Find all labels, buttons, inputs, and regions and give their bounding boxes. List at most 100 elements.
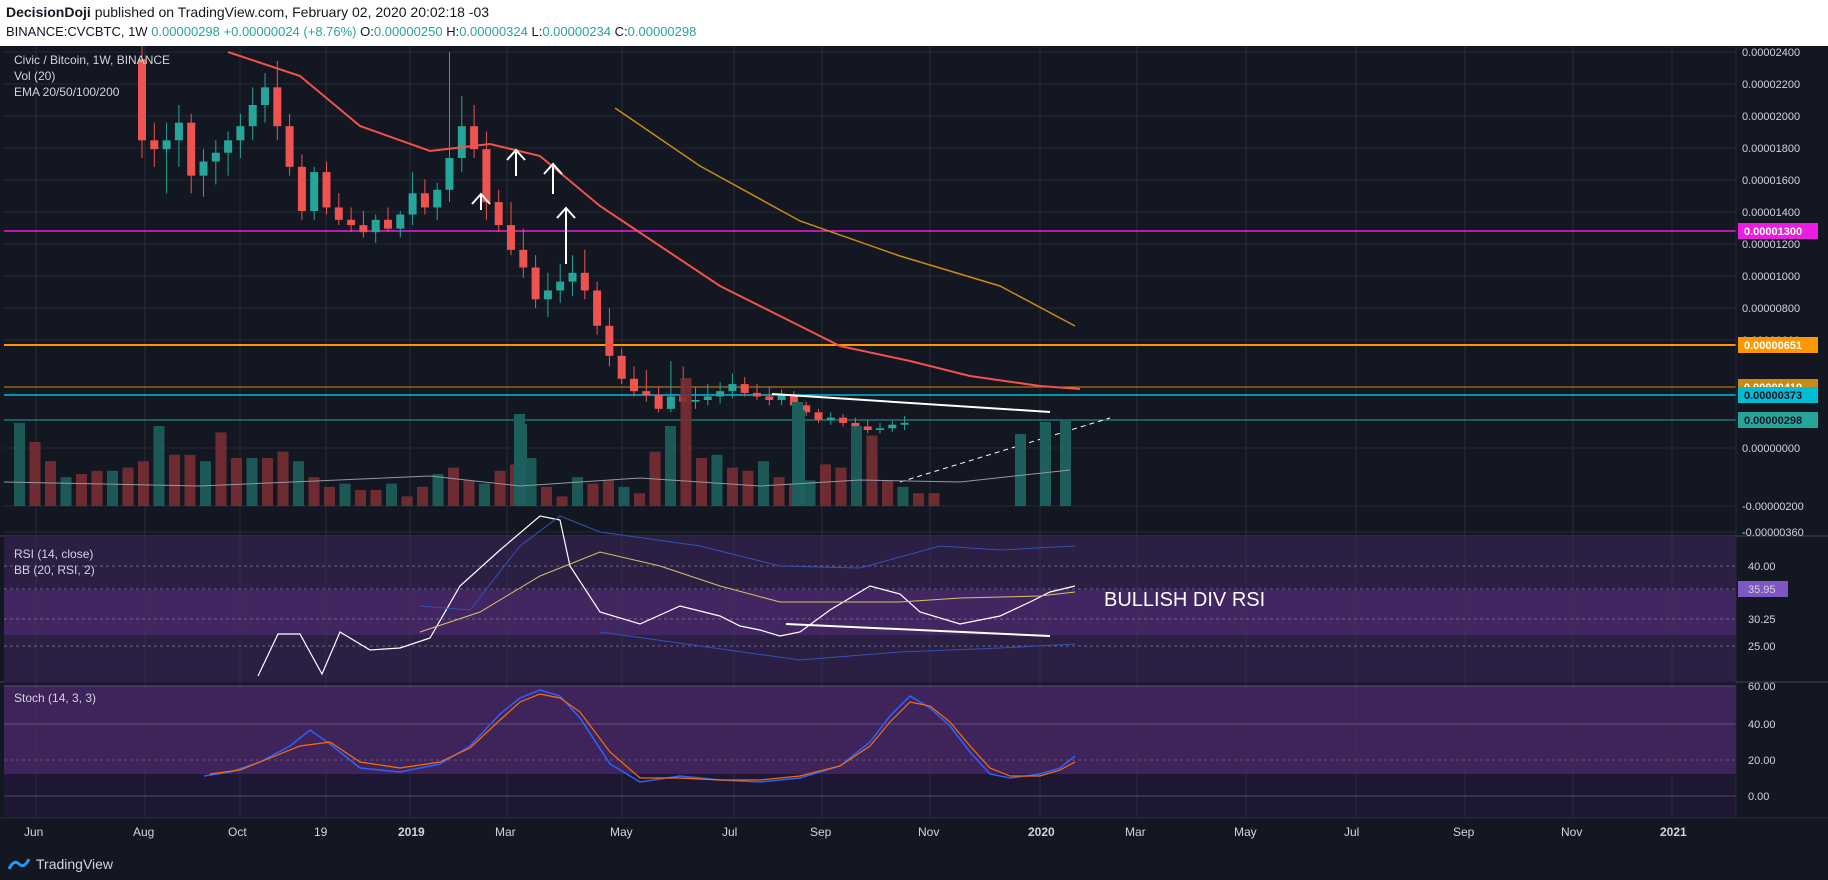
candle: [285, 113, 294, 176]
candle-body: [740, 384, 749, 393]
volume-bar: [339, 483, 351, 506]
stoch-k-line: [203, 689, 1076, 783]
candle-body: [851, 422, 860, 427]
candle: [519, 228, 528, 279]
price-tick-label: 0.00001200: [1742, 239, 1800, 251]
close-value: 0.00000298: [627, 24, 697, 39]
candle: [654, 387, 663, 413]
price-tick-label: -0.00000360: [1742, 527, 1804, 539]
legend-rsi[interactable]: RSI (14, close): [14, 547, 94, 561]
stoch-tick-label: 20.00: [1748, 755, 1776, 767]
candle: [420, 179, 429, 215]
low-value: 0.00000234: [542, 24, 612, 39]
open-value: 0.00000250: [373, 24, 443, 39]
legend-bb[interactable]: BB (20, RSI, 2): [14, 563, 95, 577]
candle: [876, 422, 884, 434]
volume-bar: [60, 477, 72, 506]
price-tick-label: 0.00000000: [1742, 443, 1800, 455]
candle: [273, 60, 282, 141]
stoch-band: [4, 686, 1736, 774]
candle: [703, 384, 712, 406]
volume-bar: [882, 480, 893, 506]
candle-body: [347, 219, 356, 226]
time-tick-label: 2020: [1028, 825, 1055, 839]
candle: [482, 131, 491, 220]
candle-body: [470, 126, 479, 150]
volume-bar: [14, 422, 25, 506]
author-name[interactable]: DecisionDoji: [6, 4, 91, 20]
high-value: 0.00000324: [459, 24, 528, 39]
tradingview-logo-icon: [8, 858, 30, 870]
bb-basis-line: [419, 551, 1076, 633]
rsi-tick-label: 25.00: [1748, 641, 1776, 653]
up-arrow-icon: [506, 148, 526, 176]
volume-bar: [516, 424, 527, 506]
candle-body: [199, 161, 208, 176]
candle: [150, 122, 159, 167]
rsi-annotation-text: BULLISH DIV RSI: [1104, 589, 1265, 611]
stoch-tick-label: 0.00: [1748, 791, 1769, 803]
volume-bar: [928, 493, 940, 506]
volume-bar: [572, 477, 583, 506]
legend-symbol[interactable]: Civic / Bitcoin, 1W, BINANCE: [14, 53, 171, 67]
candle: [765, 387, 774, 406]
ema-50-line: [614, 107, 1076, 327]
candle-body: [138, 59, 146, 141]
candle-body: [396, 214, 405, 229]
legend-ema[interactable]: EMA 20/50/100/200: [14, 85, 120, 99]
candle-body: [150, 140, 159, 150]
candle-body: [728, 384, 737, 392]
level-price-tag: [1738, 412, 1818, 428]
candle: [826, 412, 835, 425]
tradingview-brand[interactable]: TradingView: [8, 856, 113, 872]
legend-stoch[interactable]: Stoch (14, 3, 3): [14, 691, 97, 705]
candle-body: [580, 272, 589, 291]
candle-body: [371, 219, 380, 233]
volume-bar: [866, 435, 878, 506]
candle-body: [543, 290, 552, 300]
legend-vol[interactable]: Vol (20): [14, 69, 56, 83]
candle-body: [174, 122, 183, 141]
stoch-tick-label: 40.00: [1748, 719, 1776, 731]
candle-body: [445, 157, 454, 190]
candle: [556, 263, 565, 303]
candle-body: [900, 422, 909, 425]
up-arrow-icon: [543, 162, 563, 194]
time-tick-label: May: [1234, 825, 1257, 839]
candle-body: [261, 87, 269, 105]
candle: [211, 140, 220, 185]
volume-bar: [169, 454, 180, 506]
chart-canvas[interactable]: 0.00002400 0.00002200 0.00002000 0.00001800…: [0, 46, 1828, 850]
price-tick-label: -0.00000200: [1742, 501, 1804, 513]
rsi-value-tag: [1738, 581, 1788, 597]
candle-body: [556, 281, 565, 291]
candle-body: [334, 207, 343, 220]
symbol-label: BINANCE:CVCBTC, 1W: [6, 24, 148, 39]
candle-body: [420, 193, 429, 208]
volume-bar: [463, 480, 475, 506]
candle-body: [666, 396, 675, 409]
candle: [396, 210, 405, 238]
time-tick-label: May: [610, 825, 633, 839]
volume-bar: [913, 493, 924, 506]
candle: [777, 389, 786, 406]
volume-bar: [401, 496, 413, 506]
candle: [445, 52, 454, 203]
candle-body: [211, 152, 220, 162]
candle: [433, 182, 442, 220]
volume-bar: [262, 458, 273, 506]
candle: [543, 272, 552, 317]
candle: [236, 113, 245, 158]
bb-lower-line: [599, 631, 1076, 661]
volume-bar: [680, 378, 692, 506]
volume-bar: [556, 496, 568, 506]
candle: [187, 113, 196, 194]
candle-body: [297, 166, 306, 211]
candle: [691, 387, 700, 409]
volume-bar: [773, 477, 785, 506]
volume-bar: [308, 477, 320, 506]
arrow-head: [556, 206, 576, 219]
trendline-volume-dashed: [899, 417, 1111, 483]
candle-body: [187, 122, 196, 176]
candle: [568, 255, 577, 296]
